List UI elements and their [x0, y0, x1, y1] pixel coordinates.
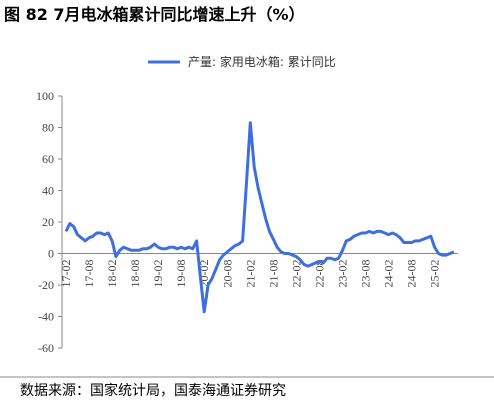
x-tick-label: 22-02: [289, 260, 303, 288]
y-tick-label: 60: [42, 152, 54, 166]
y-tick-label: -60: [38, 341, 54, 355]
x-tick-label: 21-02: [243, 260, 257, 288]
x-tick-label: 22-08: [312, 260, 326, 288]
legend-label: 产量: 家用电冰箱: 累计同比: [188, 54, 336, 69]
x-tick-label: 17-02: [59, 260, 73, 288]
x-tick-label: 24-08: [405, 260, 419, 288]
x-tick-label: 17-08: [82, 260, 96, 288]
y-tick-label: 80: [42, 121, 54, 135]
x-tick-label: 18-08: [128, 260, 142, 288]
x-tick-label: 23-02: [335, 260, 349, 288]
y-tick-label: -20: [38, 278, 54, 292]
x-tick-label: 18-02: [105, 260, 119, 288]
x-tick-label: 19-08: [174, 260, 188, 288]
y-tick-label: 0: [48, 247, 54, 261]
x-tick-label: 19-02: [151, 260, 165, 288]
x-tick-label: 25-02: [428, 260, 442, 288]
x-tick-label: 24-02: [382, 260, 396, 288]
x-tick-label: 20-08: [220, 260, 234, 288]
y-tick-label: 40: [42, 184, 54, 198]
y-tick-label: -40: [38, 310, 54, 324]
source: 数据来源：国家统计局，国泰海通证券研究: [20, 382, 286, 399]
x-tick-label: 23-08: [359, 260, 373, 288]
chart-title: 图 82 7月电冰箱累计同比增速上升（%）: [4, 5, 305, 24]
data-line: [64, 121, 455, 314]
y-tick-label: 20: [42, 215, 54, 229]
x-tick-label: 21-08: [266, 260, 280, 288]
y-tick-label: 100: [36, 89, 54, 103]
